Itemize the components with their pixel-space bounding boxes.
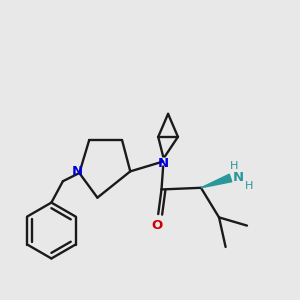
Polygon shape (201, 174, 232, 188)
Text: H: H (244, 181, 253, 191)
Text: O: O (151, 219, 162, 232)
Text: H: H (230, 161, 238, 171)
Text: N: N (233, 171, 244, 184)
Text: N: N (72, 165, 83, 178)
Text: N: N (158, 157, 169, 169)
